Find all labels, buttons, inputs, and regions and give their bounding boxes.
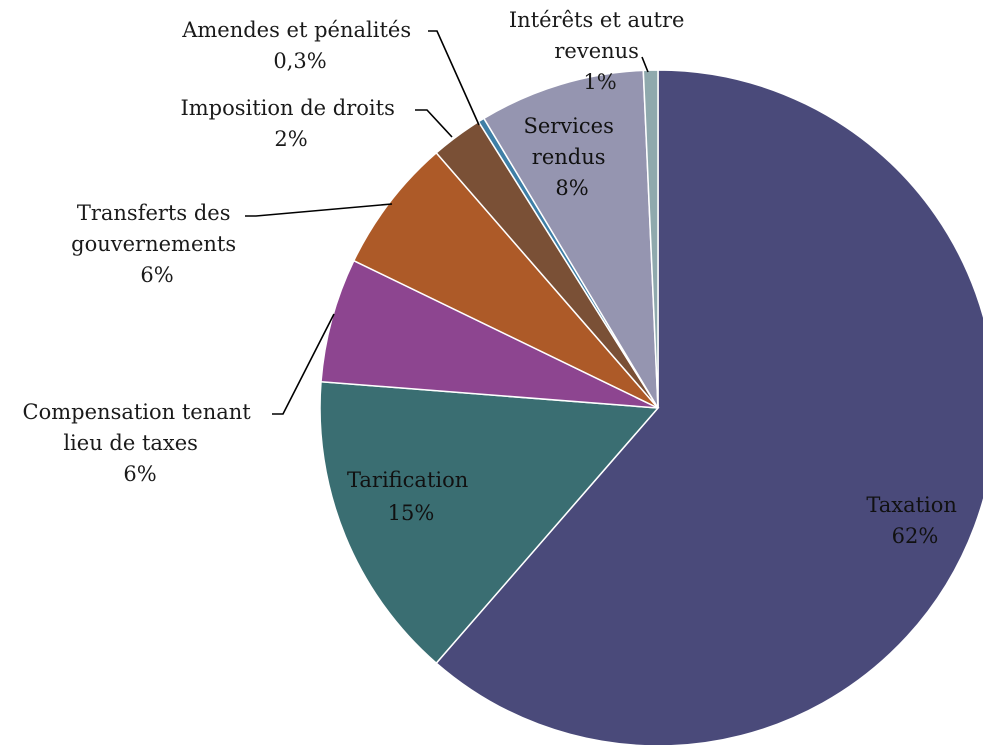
label-compensation-value: 6% bbox=[123, 462, 156, 486]
label-transferts-name-2: gouvernements bbox=[71, 232, 236, 256]
label-interets-name-1: Intérêts et autre bbox=[509, 8, 685, 32]
leader-lines bbox=[245, 30, 649, 415]
label-amendes: Amendes et pénalités 0,3% bbox=[181, 18, 418, 73]
label-services-value: 8% bbox=[555, 176, 588, 200]
label-interets-name-2: revenus bbox=[554, 39, 639, 63]
label-services-name-1: Services bbox=[523, 114, 613, 138]
leader-line-interets bbox=[641, 56, 649, 73]
label-compensation-name-1: Compensation tenant bbox=[23, 400, 252, 424]
label-amendes-name: Amendes et pénalités bbox=[181, 18, 411, 42]
pie-slice-services-rendus bbox=[482, 69, 659, 409]
label-services-name-2: rendus bbox=[532, 145, 606, 169]
label-compensation: Compensation tenant lieu de taxes 6% bbox=[23, 400, 258, 486]
label-transferts-name-1: Transferts des bbox=[77, 201, 231, 225]
label-tarification-value: 15% bbox=[388, 501, 435, 525]
label-services: Services rendus 8% bbox=[523, 114, 620, 200]
label-interets-value: 1% bbox=[583, 70, 616, 94]
leader-line-imposition bbox=[415, 109, 453, 138]
pie-slice-taxation bbox=[435, 69, 983, 745]
label-transferts: Transferts des gouvernements 6% bbox=[71, 201, 243, 287]
pie-slices bbox=[319, 69, 983, 745]
label-imposition-name: Imposition de droits bbox=[180, 96, 394, 120]
label-interets: Intérêts et autre revenus 1% bbox=[509, 8, 691, 94]
label-taxation-name: Taxation bbox=[866, 493, 957, 517]
pie-slice-int-r-ts-et-autre-revenus bbox=[642, 69, 659, 409]
label-tarification-name: Tarification bbox=[347, 468, 468, 492]
leader-line-amendes bbox=[428, 30, 480, 126]
label-taxation-value: 62% bbox=[892, 524, 939, 548]
label-taxation: Taxation 62% bbox=[866, 493, 963, 548]
label-imposition-value: 2% bbox=[274, 127, 307, 151]
label-imposition: Imposition de droits 2% bbox=[180, 96, 401, 151]
pie-slice-tarification bbox=[319, 380, 660, 665]
leader-line-compensation bbox=[272, 313, 335, 415]
label-transferts-value: 6% bbox=[140, 263, 173, 287]
label-compensation-name-2: lieu de taxes bbox=[63, 431, 198, 455]
label-tarification: Tarification 15% bbox=[347, 468, 475, 525]
pie-slice-transferts-des-gouvernements bbox=[352, 151, 659, 409]
leader-line-transferts bbox=[245, 203, 393, 217]
label-amendes-value: 0,3% bbox=[273, 49, 326, 73]
